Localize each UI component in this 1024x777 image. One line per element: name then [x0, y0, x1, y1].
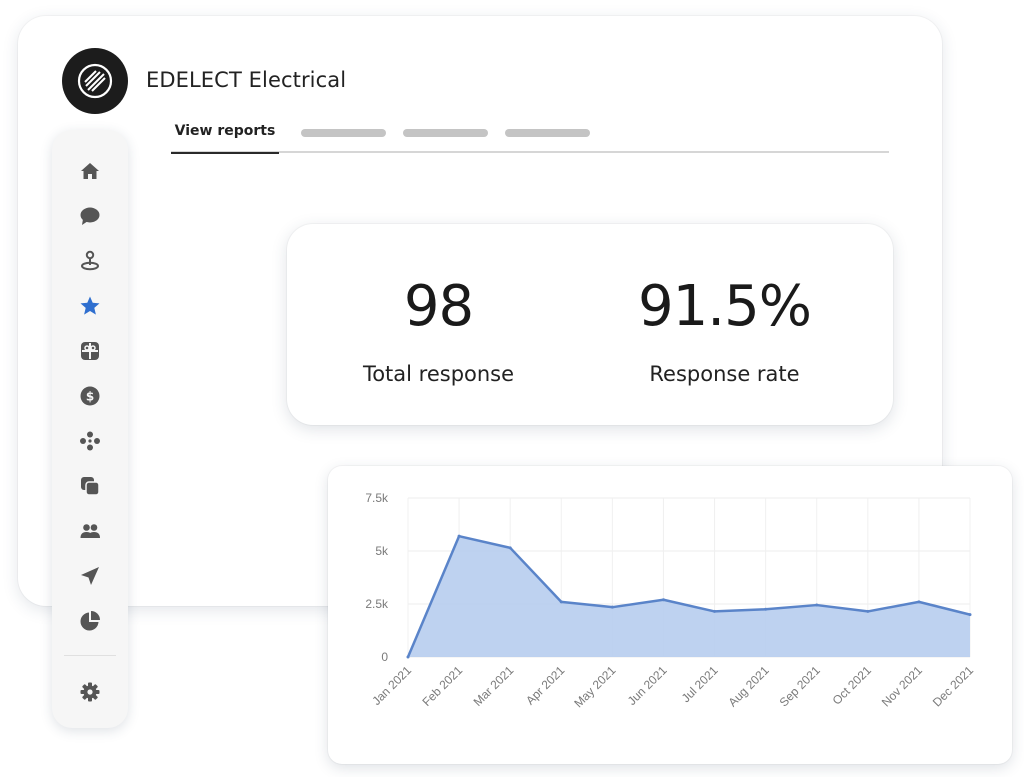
sidebar-item-send[interactable]	[52, 562, 128, 590]
brand-logo[interactable]	[62, 48, 128, 114]
x-tick-label: Jan 2021	[369, 663, 414, 708]
data-point	[406, 655, 410, 659]
stats-card: 98 Total response 91.5% Response rate	[287, 224, 893, 425]
dollar-icon: $	[80, 386, 100, 406]
sidebar-item-reports[interactable]	[52, 607, 128, 635]
send-icon	[81, 567, 99, 585]
x-tick-label: Jun 2021	[625, 663, 670, 708]
data-point	[815, 603, 819, 607]
brand-name: EDELECT Electrical	[146, 68, 347, 92]
pie-chart-icon	[80, 611, 100, 631]
data-point	[968, 613, 972, 617]
sidebar-item-payments[interactable]: $	[52, 382, 128, 410]
svg-text:$: $	[86, 390, 94, 404]
sidebar-item-home[interactable]	[52, 157, 128, 185]
data-point	[764, 607, 768, 611]
sidebar-item-contacts[interactable]	[52, 517, 128, 545]
sidebar-item-reviews[interactable]	[52, 292, 128, 320]
total-response-label: Total response	[362, 362, 515, 386]
data-point	[917, 600, 921, 604]
users-icon	[80, 524, 100, 538]
x-tick-label: Sep 2021	[777, 663, 823, 709]
sidebar-divider	[64, 655, 116, 656]
x-tick-label: Apr 2021	[523, 663, 568, 708]
layers-icon	[81, 477, 100, 496]
tab-view-reports[interactable]: View reports	[171, 123, 279, 154]
sidebar-item-rewards[interactable]	[52, 337, 128, 365]
x-tick-label: Aug 2021	[726, 663, 772, 709]
area-fill	[408, 536, 970, 657]
x-tick-label: Feb 2021	[419, 663, 465, 709]
y-tick-label: 5k	[375, 544, 389, 558]
tab-placeholder-3[interactable]	[505, 129, 590, 137]
data-point	[661, 598, 665, 602]
sidebar: $	[52, 130, 128, 728]
data-point	[610, 605, 614, 609]
total-response-value: 98	[403, 274, 474, 339]
x-tick-label: Mar 2021	[471, 663, 517, 709]
x-tick-label: Jul 2021	[679, 663, 721, 705]
tab-underline	[171, 151, 889, 153]
location-pin-icon	[81, 250, 99, 271]
star-icon	[80, 296, 100, 315]
gift-icon	[81, 342, 99, 360]
home-icon	[81, 163, 99, 179]
data-point	[866, 609, 870, 613]
integrations-icon	[80, 431, 100, 451]
response-rate-label: Response rate	[649, 362, 800, 386]
sidebar-item-integrations[interactable]	[52, 427, 128, 455]
x-tick-label: Dec 2021	[930, 663, 976, 709]
sidebar-item-messages[interactable]	[52, 202, 128, 230]
chart-card: 0 2.5k 5k 7.5k Jan 2021 Feb 2021 Mar 2021 Apr 2…	[328, 466, 1012, 764]
sidebar-item-locations[interactable]	[52, 247, 128, 275]
data-point	[508, 546, 512, 550]
x-tick-label: Nov 2021	[879, 663, 925, 709]
response-rate-value: 91.5%	[638, 274, 812, 339]
slashed-circle-icon	[77, 63, 113, 99]
chat-bubble-icon	[80, 207, 100, 225]
x-tick-label: Oct 2021	[830, 663, 875, 708]
x-tick-label: May 2021	[571, 663, 618, 710]
y-tick-label: 0	[381, 650, 388, 664]
gear-icon	[80, 682, 100, 702]
sidebar-item-settings[interactable]	[52, 678, 128, 706]
data-point	[713, 609, 717, 613]
y-tick-label: 7.5k	[365, 491, 389, 505]
series-line	[406, 534, 971, 658]
data-point	[559, 600, 563, 604]
data-point	[457, 534, 461, 538]
tab-bar: View reports	[171, 118, 889, 154]
tab-placeholder-1[interactable]	[301, 129, 386, 137]
tab-placeholder-2[interactable]	[403, 129, 488, 137]
y-tick-label: 2.5k	[365, 597, 389, 611]
sidebar-item-campaigns[interactable]	[52, 472, 128, 500]
responses-area-chart: 0 2.5k 5k 7.5k Jan 2021 Feb 2021 Mar 2021 Apr 2…	[365, 491, 976, 710]
